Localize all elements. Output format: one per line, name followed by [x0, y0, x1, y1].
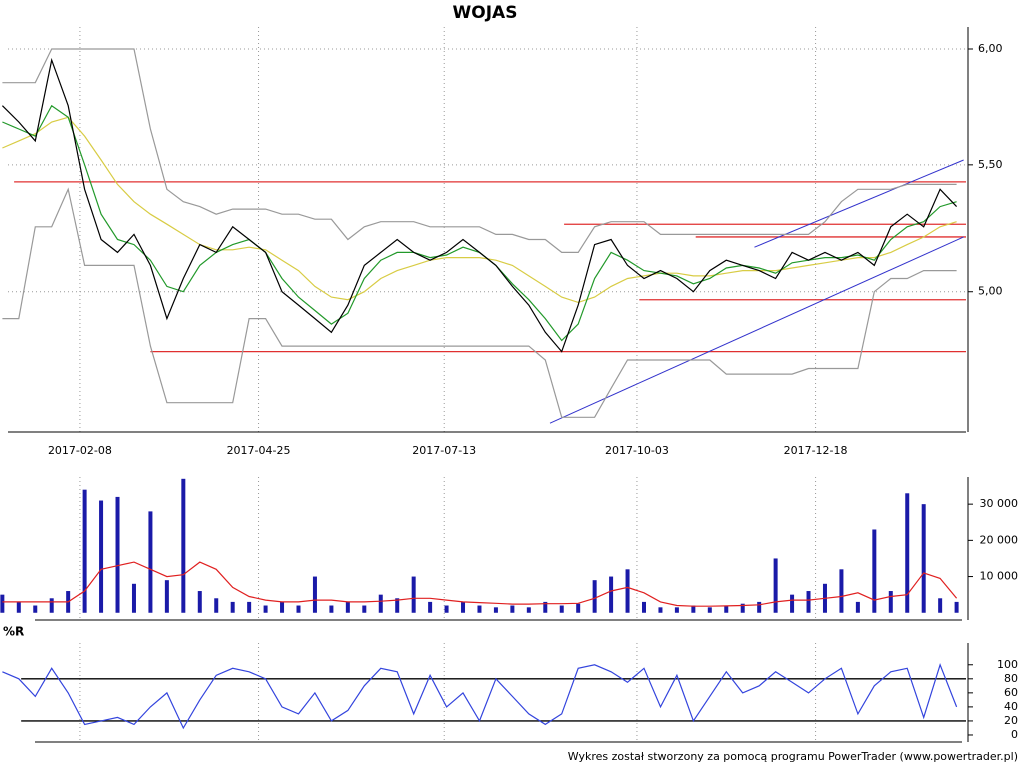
- volume-bar: [296, 605, 301, 613]
- y-tick-label: 80: [1004, 672, 1018, 685]
- volume-bar: [230, 601, 235, 613]
- chart-title: WOJAS: [453, 3, 518, 23]
- volume-bar: [378, 594, 383, 613]
- y-tick-label: 0: [1011, 728, 1018, 741]
- volume-bar: [362, 605, 367, 613]
- volume-bar: [905, 493, 910, 613]
- series-line: [2, 116, 957, 304]
- volume-bar: [543, 601, 548, 613]
- volume-bar: [148, 511, 153, 613]
- x-tick-label: 2017-12-18: [784, 444, 848, 457]
- volume-bar: [888, 591, 893, 613]
- volume-bar: [444, 605, 449, 613]
- volume-bar: [197, 591, 202, 613]
- volume-bar: [99, 500, 104, 613]
- x-tick-label: 2017-07-13: [412, 444, 476, 457]
- volume-bar: [461, 601, 466, 613]
- x-tick-label: 2017-02-08: [48, 444, 112, 457]
- volume-bar: [329, 605, 334, 613]
- y-tick-label: 5,00: [978, 285, 1003, 298]
- series-line: [1, 57, 958, 353]
- volume-bar: [214, 598, 219, 613]
- volume-bar: [625, 569, 630, 613]
- volume-bar: [510, 605, 515, 613]
- volume-bar: [609, 576, 614, 613]
- volume-bar: [477, 605, 482, 613]
- volume-bar: [411, 576, 416, 613]
- y-tick-label: 6,00: [978, 42, 1003, 55]
- trend-line: [549, 236, 964, 424]
- volume-bar: [164, 580, 169, 613]
- volume-bar: [115, 496, 120, 613]
- volume-bar: [280, 601, 285, 613]
- volume-bar: [592, 580, 597, 613]
- volume-bar: [345, 601, 350, 613]
- series-line: [2, 662, 958, 730]
- volume-bar: [921, 504, 926, 613]
- series-line: [2, 561, 958, 607]
- volume-bar: [872, 529, 877, 613]
- volume-bar: [0, 594, 5, 613]
- volume-bar: [839, 569, 844, 613]
- volume-bar: [707, 607, 712, 613]
- volume-bar: [493, 607, 498, 613]
- volume-bar: [312, 576, 317, 613]
- volume-bar: [740, 603, 745, 613]
- y-tick-label: 20: [1004, 714, 1018, 727]
- volume-bar: [247, 601, 252, 613]
- volume-bar: [757, 601, 762, 613]
- volume-bar: [658, 607, 663, 613]
- volume-bar: [642, 601, 646, 613]
- y-tick-label: 5,50: [978, 158, 1003, 171]
- volume-bar: [790, 594, 795, 613]
- volume-bar: [559, 605, 564, 613]
- volume-bar: [16, 601, 21, 613]
- y-tick-label: 60: [1004, 686, 1018, 699]
- volume-bar: [674, 607, 679, 613]
- y-tick-label: 40: [1004, 700, 1018, 713]
- y-tick-label: 30 000: [980, 497, 1019, 510]
- x-tick-label: 2017-10-03: [605, 444, 669, 457]
- series-line: [2, 48, 957, 253]
- y-tick-label: 20 000: [980, 533, 1019, 546]
- volume-bar: [724, 605, 729, 613]
- volume-bar: [954, 601, 959, 613]
- trend-line: [754, 159, 964, 248]
- volume-bar: [49, 598, 54, 613]
- y-tick-label: 10 000: [980, 570, 1019, 583]
- volume-bar: [395, 598, 400, 613]
- volume-bar: [773, 558, 778, 613]
- x-tick-label: 2017-04-25: [227, 444, 291, 457]
- volume-bar: [806, 591, 811, 613]
- volume-bar: [131, 583, 136, 613]
- panel-title: %R: [3, 625, 24, 639]
- y-tick-label: 100: [997, 658, 1018, 671]
- volume-bar: [855, 601, 860, 613]
- volume-bar: [33, 605, 38, 613]
- volume-bar: [263, 605, 268, 613]
- volume-bar: [181, 478, 186, 613]
- volume-bar: [576, 603, 581, 613]
- series-line: [2, 187, 957, 418]
- volume-bar: [428, 601, 433, 613]
- volume-bar: [82, 489, 87, 613]
- footer: Wykres został stworzony za pomocą progra…: [568, 750, 1018, 763]
- volume-bar: [691, 605, 696, 613]
- volume-bar: [938, 598, 943, 613]
- volume-bar: [526, 607, 531, 613]
